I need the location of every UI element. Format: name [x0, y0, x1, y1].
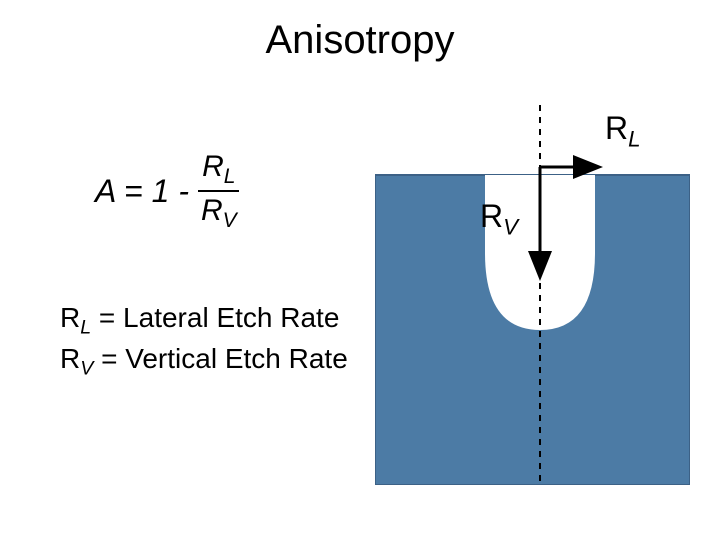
rv-label-sub: V	[503, 214, 518, 239]
fraction-denominator: RV	[197, 192, 241, 232]
def-rv: RV = Vertical Etch Rate	[60, 341, 348, 382]
den-sub: V	[223, 209, 237, 232]
page-title: Anisotropy	[0, 18, 720, 63]
anisotropy-formula: A = 1 - RL RV	[95, 150, 241, 232]
rv-label-main: R	[480, 198, 503, 234]
formula-lhs: A = 1 -	[95, 173, 189, 210]
definitions: RL = Lateral Etch Rate RV = Vertical Etc…	[60, 300, 348, 382]
etch-diagram-svg	[375, 105, 690, 485]
rl-label-sub: L	[628, 126, 640, 151]
def-rv-main: R	[60, 343, 80, 374]
def-rv-text: = Vertical Etch Rate	[93, 343, 347, 374]
rl-label-main: R	[605, 110, 628, 146]
num-main: R	[202, 150, 224, 183]
num-sub: L	[224, 165, 236, 188]
etch-diagram	[375, 105, 690, 485]
formula-fraction: RL RV	[197, 150, 241, 232]
def-rl-main: R	[60, 302, 80, 333]
def-rv-sub: V	[80, 358, 93, 380]
def-rl: RL = Lateral Etch Rate	[60, 300, 348, 341]
rl-label: RL	[605, 110, 641, 152]
rv-label: RV	[480, 198, 518, 240]
def-rl-text: = Lateral Etch Rate	[91, 302, 339, 333]
def-rl-sub: L	[80, 317, 91, 339]
den-main: R	[201, 194, 223, 227]
fraction-numerator: RL	[198, 150, 239, 192]
